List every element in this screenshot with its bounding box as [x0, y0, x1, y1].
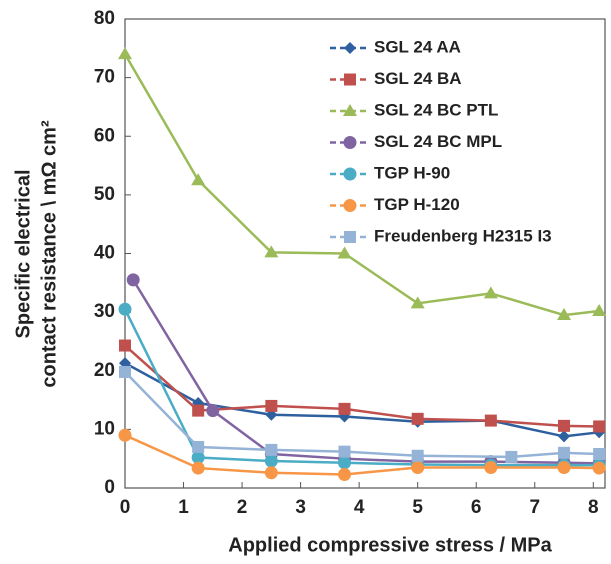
- x-tick-label: 3: [295, 497, 306, 518]
- data-point: [558, 446, 571, 459]
- data-point: [592, 303, 607, 316]
- y-tick-label: 60: [94, 125, 115, 146]
- y-tick-label: 40: [94, 243, 115, 264]
- series-line: [132, 279, 600, 465]
- data-point: [483, 286, 498, 299]
- y-tick-label: 10: [94, 418, 115, 439]
- x-tick-label: 5: [412, 497, 423, 518]
- series-line: [123, 308, 600, 467]
- data-point: [265, 399, 278, 412]
- data-point: [126, 273, 140, 287]
- series-line: [124, 371, 600, 459]
- data-point: [191, 451, 205, 465]
- legend-marker: [344, 42, 356, 54]
- data-point: [265, 443, 278, 456]
- legend-marker: [344, 73, 356, 86]
- legend-label: SGL 24 BC MPL: [374, 132, 502, 151]
- data-point: [592, 461, 606, 475]
- data-point: [411, 460, 425, 474]
- legend-marker: [343, 136, 357, 149]
- x-axis-title: Applied compressive stress / MPa: [228, 534, 552, 556]
- legend-label: SGL 24 BA: [374, 69, 462, 88]
- data-point: [484, 414, 497, 427]
- legend-label: SGL 24 AA: [374, 37, 461, 56]
- y-tick-label: 70: [94, 67, 115, 88]
- x-tick-label: 1: [178, 497, 189, 518]
- data-point: [192, 440, 205, 453]
- legend-label: TGP H-120: [374, 195, 460, 214]
- data-point: [411, 449, 424, 462]
- data-point: [484, 460, 498, 474]
- data-point: [593, 420, 606, 433]
- data-point: [410, 296, 425, 309]
- y-tick-label: 50: [94, 184, 115, 205]
- y-tick-label: 80: [94, 8, 115, 29]
- data-point: [118, 428, 132, 442]
- data-point: [338, 445, 351, 458]
- x-tick-label: 6: [471, 497, 482, 518]
- series-line: [124, 434, 600, 476]
- legend-label: SGL 24 BC PTL: [374, 100, 498, 119]
- legend-marker: [344, 231, 356, 243]
- data-point: [557, 460, 571, 474]
- legend-marker: [343, 199, 357, 212]
- data-point: [206, 404, 220, 418]
- data-point: [118, 302, 132, 316]
- data-point: [558, 430, 571, 443]
- data-point: [118, 47, 132, 60]
- data-point: [264, 454, 278, 468]
- legend-marker: [343, 104, 357, 116]
- data-point: [338, 402, 351, 415]
- data-point: [411, 412, 424, 425]
- x-tick-label: 7: [529, 497, 540, 518]
- legend-marker: [343, 167, 357, 181]
- data-point: [264, 245, 279, 258]
- data-point: [264, 466, 278, 480]
- legend-label: Freudenberg H2315 I3: [374, 226, 552, 245]
- y-axis-title: Specific electrical: [12, 170, 34, 339]
- y-tick-label: 0: [104, 477, 115, 498]
- data-point: [558, 419, 571, 432]
- data-point: [593, 447, 606, 460]
- data-point: [191, 461, 205, 475]
- x-tick-label: 2: [237, 497, 248, 518]
- x-tick-label: 0: [120, 497, 131, 518]
- data-point: [337, 246, 352, 259]
- series-line: [123, 53, 600, 317]
- data-point: [119, 339, 131, 352]
- legend-label: TGP H-90: [374, 163, 450, 182]
- x-tick-label: 4: [354, 497, 365, 518]
- data-point: [191, 173, 206, 186]
- y-axis-title: contact resistance \ mΩ cm²: [38, 120, 60, 388]
- data-point: [192, 404, 205, 417]
- data-point: [338, 468, 352, 482]
- data-point: [557, 308, 572, 321]
- data-point: [119, 365, 131, 378]
- y-tick-label: 30: [94, 301, 115, 322]
- y-tick-label: 20: [94, 360, 115, 381]
- data-point: [505, 450, 518, 463]
- data-point: [338, 456, 352, 470]
- x-tick-label: 8: [588, 497, 599, 518]
